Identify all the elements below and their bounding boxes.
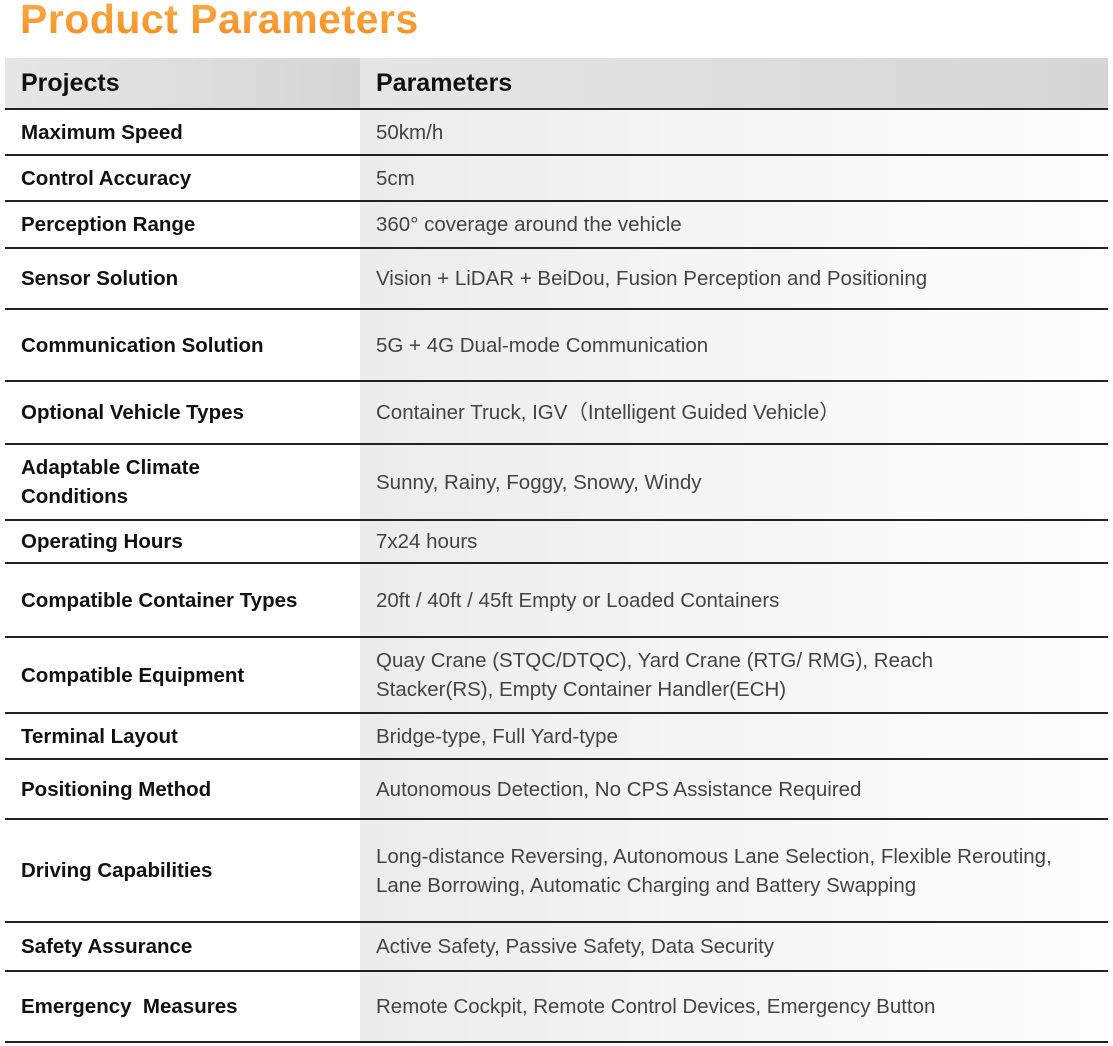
project-text: Safety Assurance bbox=[21, 935, 193, 958]
project-text: Terminal Layout bbox=[21, 724, 178, 748]
project-cell: Perception Range bbox=[5, 201, 360, 249]
table-row: Adaptable Climate Conditions Sunny, Rainy… bbox=[5, 444, 1108, 521]
project-text: Communication Solution bbox=[21, 333, 264, 357]
project-cell: Compatible Container Types bbox=[5, 563, 360, 638]
parameter-cell: Container Truck, IGV（Intelligent Guided … bbox=[360, 381, 1108, 445]
parameter-cell: Long-distance Reversing, Autonomous Lane… bbox=[360, 819, 1108, 923]
project-text: Compatible Container Types bbox=[21, 588, 298, 612]
table-row: Compatible Container Types 20ft / 40ft / … bbox=[5, 563, 1108, 638]
table-row: Perception Range 360° coverage around the… bbox=[5, 201, 1108, 249]
table-row: Emergency Measures Remote Cockpit, Remote… bbox=[5, 971, 1108, 1043]
project-text: Driving Capabilities bbox=[21, 859, 213, 882]
parameter-cell: 360° coverage around the vehicle bbox=[360, 201, 1108, 249]
project-cell: Compatible Equipment bbox=[5, 637, 360, 714]
parameter-text: Autonomous Detection, No CPS Assistance … bbox=[376, 777, 862, 801]
table-row: Operating Hours 7x24 hours bbox=[5, 520, 1108, 564]
parameter-cell: 5cm bbox=[360, 155, 1108, 202]
column-header: Projects bbox=[5, 58, 360, 110]
header-row: Projects Parameters bbox=[5, 58, 1108, 110]
project-text: Positioning Method bbox=[21, 777, 212, 801]
table-body: Maximum Speed 50km/h Control Accuracy 5cm Pe… bbox=[5, 109, 1108, 1043]
project-cell: Driving Capabilities bbox=[5, 819, 360, 923]
project-cell: Emergency Measures bbox=[5, 971, 360, 1043]
parameter-cell: Vision + LiDAR + BeiDou, Fusion Percepti… bbox=[360, 248, 1108, 310]
parameter-text: Sunny, Rainy, Foggy, Snowy, Windy bbox=[376, 470, 702, 494]
project-text: Emergency Measures bbox=[21, 995, 238, 1018]
parameter-cell: 7x24 hours bbox=[360, 520, 1108, 564]
parameter-table: Projects Parameters Maximum Speed 50km/h C… bbox=[5, 58, 1108, 1043]
project-cell: Sensor Solution bbox=[5, 248, 360, 310]
parameter-text: Long-distance Reversing, Autonomous Lane… bbox=[376, 844, 1052, 897]
parameter-cell: Active Safety, Passive Safety, Data Secu… bbox=[360, 922, 1108, 972]
parameter-cell: 20ft / 40ft / 45ft Empty or Loaded Conta… bbox=[360, 563, 1108, 638]
project-cell: Operating Hours bbox=[5, 520, 360, 564]
table-row: Optional Vehicle Types Container Truck, I… bbox=[5, 381, 1108, 445]
project-text: Control Accuracy bbox=[21, 166, 192, 190]
project-cell: Safety Assurance bbox=[5, 922, 360, 972]
parameter-text: Remote Cockpit, Remote Control Devices, … bbox=[376, 995, 936, 1018]
project-cell: Positioning Method bbox=[5, 759, 360, 820]
parameter-text: 7x24 hours bbox=[376, 530, 478, 553]
project-text: Sensor Solution bbox=[21, 267, 179, 290]
table-row: Positioning Method Autonomous Detection, … bbox=[5, 759, 1108, 820]
parameter-text: Container Truck, IGV（Intelligent Guided … bbox=[376, 401, 840, 424]
parameter-cell: Autonomous Detection, No CPS Assistance … bbox=[360, 759, 1108, 820]
parameter-cell: Bridge-type, Full Yard-type bbox=[360, 713, 1108, 760]
table-row: Control Accuracy 5cm bbox=[5, 155, 1108, 202]
parameter-cell: 5G + 4G Dual-mode Communication bbox=[360, 309, 1108, 382]
parameter-text: 50km/h bbox=[376, 120, 444, 144]
parameter-text: Active Safety, Passive Safety, Data Secu… bbox=[376, 935, 775, 958]
project-cell: Maximum Speed bbox=[5, 109, 360, 156]
project-cell: Optional Vehicle Types bbox=[5, 381, 360, 445]
page-title: Product Parameters bbox=[20, 0, 419, 43]
parameter-text: Bridge-type, Full Yard-type bbox=[376, 724, 618, 748]
project-cell: Terminal Layout bbox=[5, 713, 360, 760]
project-text: Operating Hours bbox=[21, 530, 183, 553]
parameter-text: Quay Crane (STQC/DTQC), Yard Crane (RTG/… bbox=[376, 649, 934, 701]
project-text: Perception Range bbox=[21, 213, 196, 236]
parameter-text: 20ft / 40ft / 45ft Empty or Loaded Conta… bbox=[376, 588, 780, 612]
column-header: Parameters bbox=[360, 58, 1108, 110]
project-text: Adaptable Climate Conditions bbox=[21, 456, 206, 508]
project-text: Optional Vehicle Types bbox=[21, 401, 244, 424]
parameter-text: Vision + LiDAR + BeiDou, Fusion Percepti… bbox=[376, 267, 928, 290]
table-row: Compatible Equipment Quay Crane (STQC/DTQ… bbox=[5, 637, 1108, 714]
parameter-cell: Quay Crane (STQC/DTQC), Yard Crane (RTG/… bbox=[360, 637, 1108, 714]
table-row: Terminal Layout Bridge-type, Full Yard-ty… bbox=[5, 713, 1108, 760]
project-text: Maximum Speed bbox=[21, 120, 183, 144]
table-row: Communication Solution 5G + 4G Dual-mode … bbox=[5, 309, 1108, 382]
project-text: Compatible Equipment bbox=[21, 663, 245, 687]
parameter-text: 5cm bbox=[376, 166, 415, 190]
parameter-text: 5G + 4G Dual-mode Communication bbox=[376, 333, 709, 357]
table-row: Safety Assurance Active Safety, Passive S… bbox=[5, 922, 1108, 972]
table-row: Sensor Solution Vision + LiDAR + BeiDou, … bbox=[5, 248, 1108, 310]
parameter-cell: Remote Cockpit, Remote Control Devices, … bbox=[360, 971, 1108, 1043]
parameter-text: 360° coverage around the vehicle bbox=[376, 213, 682, 236]
project-cell: Communication Solution bbox=[5, 309, 360, 382]
parameter-cell: Sunny, Rainy, Foggy, Snowy, Windy bbox=[360, 444, 1108, 521]
parameter-cell: 50km/h bbox=[360, 109, 1108, 156]
project-cell: Adaptable Climate Conditions bbox=[5, 444, 360, 521]
project-cell: Control Accuracy bbox=[5, 155, 360, 202]
table-row: Driving Capabilities Long-distance Revers… bbox=[5, 819, 1108, 923]
table-row: Maximum Speed 50km/h bbox=[5, 109, 1108, 156]
